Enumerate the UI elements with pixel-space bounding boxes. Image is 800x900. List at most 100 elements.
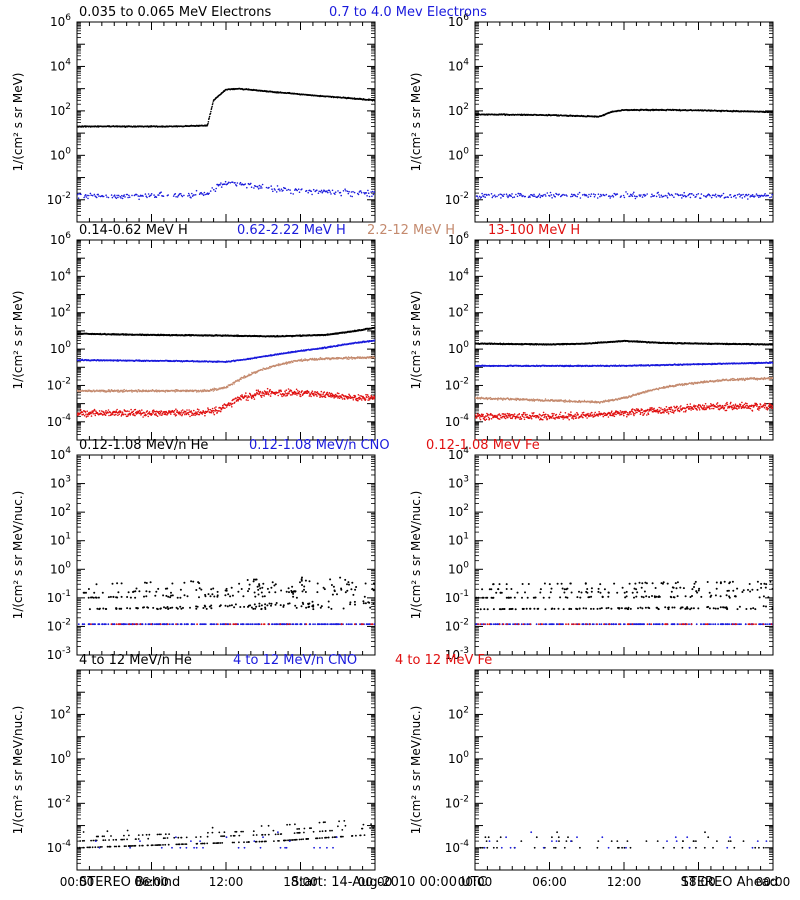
data-point	[137, 390, 139, 392]
data-point	[87, 415, 89, 417]
data-point	[84, 194, 87, 196]
data-point	[272, 190, 274, 193]
data-point	[516, 195, 519, 198]
data-point	[144, 193, 147, 195]
data-point	[307, 191, 310, 194]
data-point	[102, 195, 105, 198]
data-point	[374, 339, 375, 342]
data-point	[483, 193, 486, 196]
data-point	[220, 186, 223, 188]
data-point	[191, 389, 194, 391]
data-point	[499, 193, 502, 195]
data-point	[511, 193, 513, 195]
panel-electrons-behind: 10-2 100 102 104 106 1/(cm² s sr MeV)	[11, 13, 376, 223]
data-point	[629, 195, 631, 197]
data-point	[725, 196, 727, 199]
data-point	[257, 186, 259, 188]
series-layer	[77, 326, 375, 418]
data-point	[84, 411, 87, 413]
data-point	[574, 195, 577, 197]
data-point	[103, 389, 106, 392]
data-point	[77, 414, 79, 417]
y-tick-label: 10-2	[47, 191, 71, 207]
data-point	[363, 191, 365, 194]
data-point	[374, 191, 375, 194]
data-point	[92, 390, 94, 393]
data-point	[749, 196, 751, 198]
data-point	[371, 356, 374, 359]
data-point	[585, 194, 588, 197]
data-point	[275, 191, 278, 193]
data-point	[176, 196, 179, 198]
y-tick-label: 100	[50, 146, 71, 162]
data-point	[117, 414, 119, 417]
data-point	[759, 195, 762, 198]
data-point	[92, 411, 94, 414]
data-point	[100, 410, 103, 412]
data-point	[271, 188, 273, 190]
data-point	[217, 184, 220, 187]
data-point	[312, 188, 315, 191]
series-blue	[475, 191, 773, 200]
y-tick-exponent: 4	[463, 57, 469, 67]
data-point	[532, 195, 534, 197]
panels-layer: 0.035 to 0.065 MeV Electrons 0.7 to 4.0 M…	[11, 5, 790, 889]
data-point	[259, 187, 262, 189]
data-point	[600, 193, 602, 196]
data-point	[216, 183, 219, 186]
data-point	[150, 194, 152, 196]
data-point	[626, 193, 629, 195]
data-point	[250, 186, 253, 188]
data-point	[551, 197, 553, 199]
data-point	[90, 412, 92, 415]
data-point	[357, 193, 360, 196]
data-point	[609, 197, 611, 199]
data-point	[197, 389, 200, 392]
data-point	[207, 121, 210, 123]
y-tick-label: 106	[50, 13, 71, 29]
data-point	[722, 192, 725, 195]
data-point	[243, 377, 245, 379]
y-tick-label: 102	[50, 102, 71, 118]
data-point	[736, 194, 739, 196]
data-point	[366, 195, 368, 197]
data-point	[110, 194, 113, 196]
data-point	[208, 192, 210, 195]
data-point	[131, 194, 133, 197]
data-point	[639, 195, 641, 197]
data-point	[141, 391, 143, 393]
data-point	[202, 193, 204, 195]
data-point	[207, 122, 209, 125]
data-point	[138, 198, 140, 201]
data-point	[493, 194, 496, 196]
data-point	[359, 357, 361, 359]
data-point	[128, 196, 131, 198]
data-point	[764, 193, 766, 195]
data-point	[590, 193, 593, 195]
data-point	[112, 413, 114, 416]
data-point	[297, 188, 300, 190]
data-point	[136, 193, 138, 196]
data-point	[743, 195, 746, 198]
data-point	[153, 194, 155, 196]
data-point	[640, 194, 642, 196]
data-point	[260, 185, 262, 188]
data-point	[174, 193, 177, 195]
data-point	[346, 357, 349, 359]
data-point	[503, 193, 505, 196]
data-point	[102, 411, 105, 414]
data-point	[359, 356, 362, 358]
y-tick-label: 100	[50, 340, 71, 356]
data-point	[685, 195, 688, 198]
data-point	[121, 391, 124, 393]
data-point	[492, 195, 494, 197]
data-point	[755, 193, 758, 195]
data-point	[188, 194, 191, 196]
data-point	[107, 409, 110, 411]
data-point	[128, 194, 130, 197]
data-point	[345, 356, 348, 359]
data-point	[538, 193, 541, 195]
data-point	[511, 196, 514, 199]
data-point	[310, 190, 313, 193]
data-point	[708, 193, 711, 196]
